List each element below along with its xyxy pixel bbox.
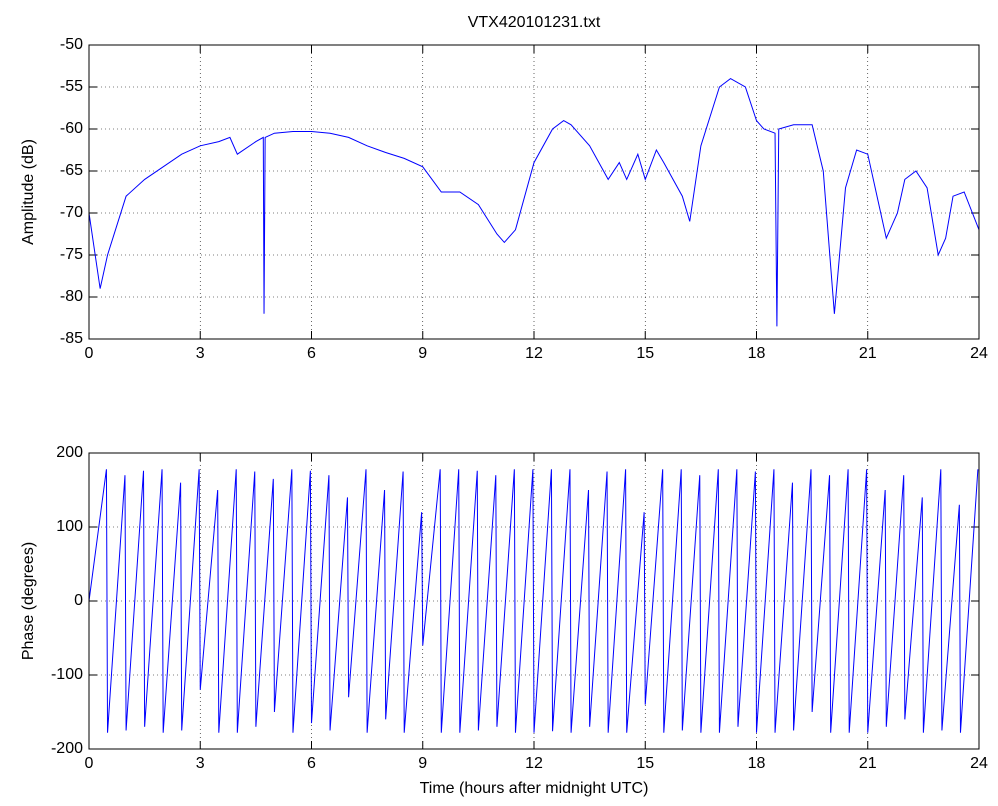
x-tick-label: 0 [85,755,94,772]
y-tick-label: -65 [60,162,83,179]
x-tick-label: 9 [418,345,427,362]
data-line [88,78,980,327]
y-tick-label: -55 [60,78,83,95]
x-tick-label: 9 [418,755,427,772]
y-tick-label: -85 [60,330,83,347]
y-tick-label: -100 [51,666,83,683]
x-tick-label: 15 [636,755,654,772]
x-tick-label: 0 [85,345,94,362]
chart-title: VTX420101231.txt [468,14,601,31]
x-tick-label: 15 [636,345,654,362]
y-tick-label: -200 [51,740,83,757]
axes-frame [88,44,980,340]
x-tick-label: 24 [970,755,988,772]
y-tick-label: -50 [60,36,83,53]
x-tick-label: 6 [307,345,316,362]
y-tick-label: -70 [60,204,83,221]
y-tick-label: -60 [60,120,83,137]
y-axis-label: Amplitude (dB) [20,139,37,245]
data-line [88,469,979,733]
x-tick-label: 12 [525,345,543,362]
x-tick-label: 6 [307,755,316,772]
x-axis-label: Time (hours after midnight UTC) [420,780,649,797]
y-tick-label: 100 [56,518,83,535]
y-tick-label: 0 [74,592,83,609]
x-tick-label: 21 [859,345,877,362]
x-tick-label: 3 [196,755,205,772]
x-tick-label: 21 [859,755,877,772]
x-tick-label: 3 [196,345,205,362]
y-axis-label: Phase (degrees) [20,542,37,660]
x-tick-label: 18 [748,755,766,772]
y-tick-label: 200 [56,444,83,461]
x-tick-label: 18 [748,345,766,362]
x-tick-label: 24 [970,345,988,362]
x-tick-label: 12 [525,755,543,772]
axes-frame [88,452,980,750]
y-tick-label: -80 [60,288,83,305]
y-tick-label: -75 [60,246,83,263]
